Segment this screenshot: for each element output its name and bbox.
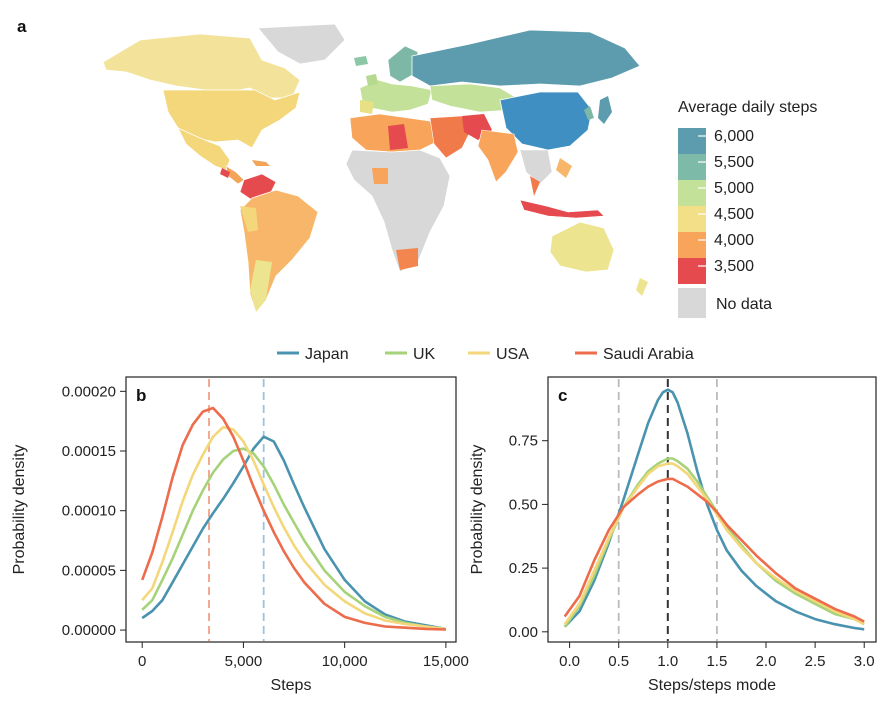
series-line xyxy=(141,435,447,631)
x-tick-label: 0.0 xyxy=(559,653,580,670)
x-tick-label: 1.5 xyxy=(706,653,727,670)
world-map-icon xyxy=(102,23,648,313)
x-tick-label: 10,000 xyxy=(322,653,368,670)
y-axis-title: Probability density xyxy=(469,445,486,575)
panel-letter: c xyxy=(558,386,567,405)
colorbar-label: 6,000 xyxy=(714,128,754,145)
y-tick-label: 0.25 xyxy=(509,560,538,577)
x-tick-label: 3.0 xyxy=(854,653,875,670)
colorbar-swatch xyxy=(678,180,706,206)
series-line xyxy=(141,425,447,631)
x-tick-label: 2.5 xyxy=(805,653,826,670)
plot-frame xyxy=(125,376,457,643)
x-tick-label: 1.0 xyxy=(657,653,678,670)
series-line xyxy=(140,406,446,631)
map-colorbar: 6,000 5,500 5,000 4,500 4,000 3,500 xyxy=(678,128,754,284)
colorbar-swatch xyxy=(678,206,706,232)
panel-c: c 0.0 0.5 1.0 1.5 2.0 2.5 3.0 0.00 0.25 0.50 0.75 St… xyxy=(469,376,877,694)
y-tick-label: 0.00010 xyxy=(62,503,116,520)
x-tick-label: 0.5 xyxy=(608,653,629,670)
legend-label: Japan xyxy=(305,346,349,363)
colorbar-swatch xyxy=(678,128,706,154)
series-line xyxy=(141,447,447,631)
legend-label: UK xyxy=(413,346,436,363)
y-tick-label: 0.75 xyxy=(509,433,538,450)
no-data-swatch xyxy=(678,288,706,318)
colorbar-swatch xyxy=(678,258,706,284)
no-data-label: No data xyxy=(716,296,772,313)
legend-label: USA xyxy=(496,346,529,363)
x-tick-label: 0 xyxy=(138,653,146,670)
panel-letter: b xyxy=(136,386,146,405)
x-tick-label: 15,000 xyxy=(423,653,469,670)
y-tick-label: 0.00000 xyxy=(62,622,116,639)
y-tick-label: 0.00020 xyxy=(62,383,116,400)
colorbar-label: 4,000 xyxy=(714,232,754,249)
plot-frame xyxy=(547,376,877,643)
legend-label: Saudi Arabia xyxy=(603,346,694,363)
y-tick-label: 0.00015 xyxy=(62,443,116,460)
colorbar-swatch xyxy=(678,154,706,180)
x-axis-title: Steps xyxy=(271,677,312,694)
colorbar-label: 5,000 xyxy=(714,180,754,197)
colorbar-swatch xyxy=(678,232,706,258)
panel-a-letter: a xyxy=(17,17,27,36)
x-tick-label: 2.0 xyxy=(756,653,777,670)
panel-b: b 0 5,000 10,000 15,000 0.00000 0.00005 0.00010… xyxy=(11,376,469,694)
y-axis-title: Probability density xyxy=(11,445,28,575)
colorbar-label: 3,500 xyxy=(714,258,754,275)
colorbar-label: 5,500 xyxy=(714,154,754,171)
y-tick-label: 0.00005 xyxy=(62,562,116,579)
series-line xyxy=(563,388,865,631)
y-tick-label: 0.00 xyxy=(509,624,538,641)
map-legend-title: Average daily steps xyxy=(678,99,817,116)
x-axis-title: Steps/steps mode xyxy=(648,677,776,694)
colorbar-label: 4,500 xyxy=(714,206,754,223)
series-legend: Japan UK USA Saudi Arabia xyxy=(277,346,694,363)
y-tick-label: 0.50 xyxy=(509,496,538,513)
series-line xyxy=(563,477,865,623)
x-tick-label: 5,000 xyxy=(225,653,263,670)
